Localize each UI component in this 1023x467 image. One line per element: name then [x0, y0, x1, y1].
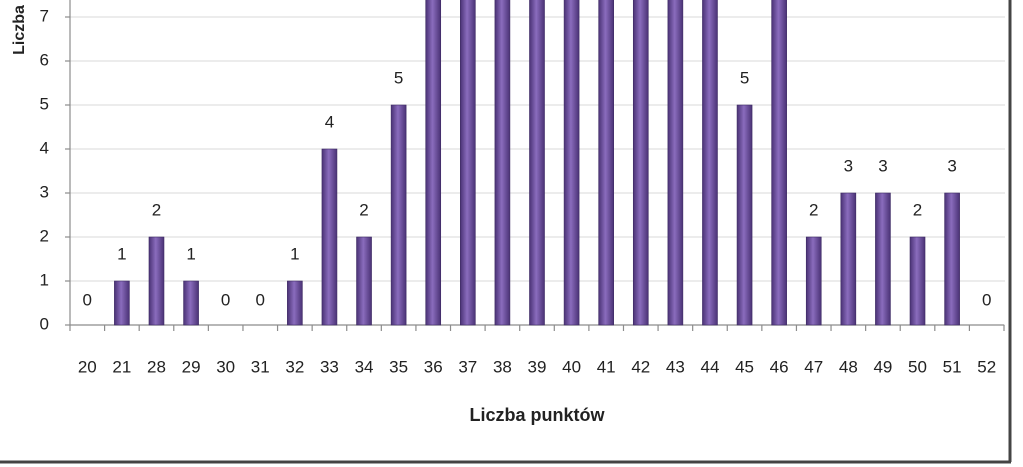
data-label: 1 [186, 244, 195, 263]
x-tick-label: 29 [182, 357, 201, 376]
x-tick-label: 52 [977, 357, 996, 376]
data-label: 1 [117, 244, 126, 263]
data-label: 1 [290, 244, 299, 263]
x-tick-label: 36 [424, 357, 443, 376]
x-tick-label: 49 [873, 357, 892, 376]
x-tick-label: 41 [597, 357, 616, 376]
y-tick-label: 3 [40, 182, 49, 201]
data-label: 2 [809, 200, 818, 219]
y-tick-label: 4 [40, 138, 49, 157]
bar [736, 104, 753, 326]
x-tick-label: 37 [458, 357, 477, 376]
x-tick-label: 45 [735, 357, 754, 376]
data-label: 2 [152, 200, 161, 219]
data-label: 2 [359, 200, 368, 219]
bar [875, 192, 891, 326]
bar [460, 0, 476, 326]
x-tick-label: 21 [112, 357, 131, 376]
x-tick-label: 44 [701, 357, 720, 376]
bar [909, 236, 926, 326]
bar [667, 0, 684, 326]
x-tick-label: 20 [78, 357, 97, 376]
x-tick-label: 32 [285, 357, 304, 376]
x-axis-title: Liczba punktów [470, 405, 606, 425]
bar [944, 192, 960, 326]
data-label: 0 [221, 290, 230, 309]
data-label: 4 [325, 112, 334, 131]
x-tick-label: 51 [943, 357, 962, 376]
x-tick-label: 39 [528, 357, 547, 376]
bar [529, 0, 545, 326]
data-label: 5 [394, 68, 403, 87]
x-tick-label: 34 [355, 357, 374, 376]
y-tick-label: 0 [40, 314, 49, 333]
bar [702, 0, 718, 326]
bar [494, 0, 511, 326]
x-tick-label: 30 [216, 357, 235, 376]
bar [114, 280, 130, 326]
x-tick-label: 48 [839, 357, 858, 376]
bar [390, 104, 407, 326]
y-tick-label: 2 [40, 226, 49, 245]
x-tick-label: 35 [389, 357, 408, 376]
x-tick-label: 33 [320, 357, 339, 376]
x-tick-label: 47 [804, 357, 823, 376]
x-tick-label: 50 [908, 357, 927, 376]
bar [425, 0, 442, 326]
y-tick-label: 1 [40, 270, 49, 289]
bar [771, 0, 787, 326]
bar [632, 0, 649, 326]
data-label: 0 [256, 290, 265, 309]
data-label: 0 [83, 290, 92, 309]
y-tick-label: 5 [40, 94, 49, 113]
x-tick-label: 46 [770, 357, 789, 376]
bar [598, 0, 614, 326]
x-tick-label: 40 [562, 357, 581, 376]
y-tick-label: 6 [40, 50, 49, 69]
data-label: 3 [878, 156, 887, 175]
bar [805, 236, 822, 326]
bar [287, 280, 303, 326]
x-tick-label: 42 [631, 357, 650, 376]
bar [563, 0, 580, 326]
x-tick-label: 28 [147, 357, 166, 376]
data-label: 2 [913, 200, 922, 219]
data-label: 3 [947, 156, 956, 175]
y-tick-label: 7 [40, 6, 49, 25]
x-tick-label: 38 [493, 357, 512, 376]
data-label: 0 [982, 290, 991, 309]
y-axis-title: Liczba [11, 5, 28, 55]
bar [183, 280, 199, 326]
bar [148, 236, 165, 326]
bar [840, 192, 857, 326]
data-label: 5 [740, 68, 749, 87]
bar [356, 236, 372, 326]
x-tick-label: 31 [251, 357, 270, 376]
x-tick-label: 43 [666, 357, 685, 376]
data-label: 3 [844, 156, 853, 175]
bar [321, 148, 338, 326]
